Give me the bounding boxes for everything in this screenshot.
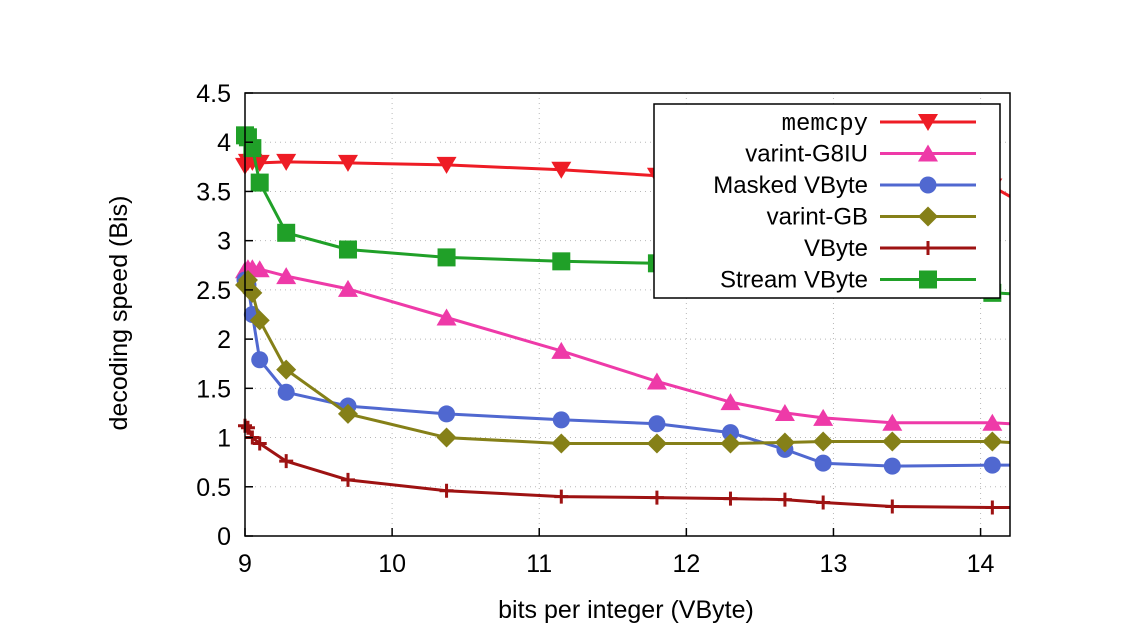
- plot-frame: [244, 92, 1011, 537]
- legend-marker-vbyte: [921, 241, 935, 255]
- data-point-varint-gb: [882, 431, 903, 452]
- legend-label-masked-vbyte: Masked VByte: [713, 172, 868, 199]
- data-point-memcpy: [337, 154, 358, 172]
- data-point-stream-vbyte: [243, 139, 262, 158]
- data-point-masked-vbyte: [251, 351, 269, 369]
- data-point-varint-gb: [242, 282, 263, 303]
- legend-label-vbyte: VByte: [804, 235, 868, 262]
- data-point-varint-gb: [646, 433, 667, 454]
- data-point-varint-gb: [813, 431, 834, 452]
- data-point-varint-gb: [249, 310, 270, 331]
- data-point-masked-vbyte: [552, 411, 570, 429]
- data-point-vbyte: [554, 489, 569, 504]
- x-axis-title: bits per integer (VByte): [498, 596, 754, 624]
- data-point-varint-g8iu: [982, 413, 1003, 431]
- data-point-memcpy: [276, 153, 297, 171]
- y-tick-label: 1: [217, 425, 231, 453]
- data-point-varint-g8iu: [249, 260, 270, 278]
- y-axis-title: decoding speed (Bis): [105, 196, 133, 431]
- data-point-memcpy: [551, 161, 572, 179]
- legend-box: [653, 103, 1001, 299]
- data-point-varint-gb: [982, 431, 1003, 452]
- legend-label-memcpy: memcpy: [782, 111, 868, 138]
- data-point-varint-gb: [774, 432, 795, 453]
- data-point-varint-g8iu: [551, 341, 572, 359]
- y-tick-label: 4: [217, 129, 231, 157]
- data-point-masked-vbyte: [814, 454, 832, 472]
- data-point-varint-g8iu: [276, 267, 297, 285]
- data-point-varint-g8iu: [882, 413, 903, 431]
- data-point-vbyte: [649, 490, 664, 505]
- data-point-varint-g8iu: [337, 279, 358, 297]
- legend-marker-stream-vbyte: [919, 270, 937, 289]
- data-point-vbyte: [340, 472, 355, 487]
- x-tick-label: 11: [526, 550, 552, 578]
- data-point-varint-g8iu: [774, 403, 795, 421]
- data-point-masked-vbyte: [883, 457, 901, 475]
- y-tick-label: 1.5: [196, 375, 231, 403]
- x-tick-label: 9: [238, 550, 252, 578]
- legend-label-stream-vbyte: Stream VByte: [720, 267, 868, 294]
- data-point-stream-vbyte: [277, 223, 296, 242]
- data-point-stream-vbyte: [338, 240, 357, 259]
- data-point-varint-g8iu: [720, 393, 741, 411]
- x-tick-label: 14: [967, 550, 995, 578]
- data-point-vbyte: [885, 499, 900, 514]
- legend-marker-varint-g8iu: [918, 144, 938, 162]
- data-point-varint-g8iu: [646, 372, 667, 390]
- x-tick-label: 13: [820, 550, 848, 578]
- legend-marker-varint-gb: [918, 206, 938, 227]
- y-tick-label: 0: [217, 523, 231, 551]
- x-tick-label: 10: [378, 550, 406, 578]
- y-tick-label: 2.5: [196, 277, 231, 305]
- data-point-stream-vbyte: [552, 252, 571, 271]
- data-point-varint-gb: [720, 433, 741, 454]
- legend-label-varint-gb: varint-GB: [767, 204, 868, 231]
- data-point-masked-vbyte: [983, 456, 1001, 474]
- legend: memcpy varint-G8IU Masked VByte varint-GB VB…: [653, 103, 1001, 299]
- data-point-memcpy: [436, 156, 457, 174]
- data-point-masked-vbyte: [648, 415, 666, 433]
- data-point-varint-g8iu: [436, 308, 457, 326]
- data-point-varint-g8iu: [813, 408, 834, 426]
- data-point-vbyte: [240, 420, 255, 435]
- data-point-vbyte: [279, 454, 294, 469]
- data-point-varint-gb: [276, 359, 297, 380]
- data-point-vbyte: [439, 483, 454, 498]
- data-point-varint-gb: [337, 403, 358, 424]
- data-point-vbyte: [777, 492, 792, 507]
- y-tick-label: 3: [217, 228, 231, 256]
- x-tick-label: 12: [672, 550, 700, 578]
- data-point-vbyte: [985, 500, 1000, 515]
- series-varint-gb: [235, 270, 1010, 454]
- legend-marker-masked-vbyte: [919, 176, 937, 194]
- data-point-varint-gb: [436, 427, 457, 448]
- data-point-varint-gb: [237, 270, 258, 291]
- y-tick-label: 2: [217, 326, 231, 354]
- y-tick-label: 3.5: [196, 178, 231, 206]
- data-point-masked-vbyte: [438, 405, 456, 423]
- data-point-vbyte: [816, 495, 831, 510]
- data-point-masked-vbyte: [721, 424, 739, 442]
- y-tick-label: 4.5: [196, 80, 231, 108]
- axes: 0 0.5 1 1.5 2 2.5 3 3.5 4 4.5 9 10 11 12 13 14: [196, 80, 994, 578]
- legend-marker-memcpy: [918, 114, 938, 131]
- y-tick-label: 0.5: [196, 474, 231, 502]
- data-point-stream-vbyte: [437, 248, 456, 267]
- data-point-stream-vbyte: [250, 173, 269, 192]
- data-point-varint-gb: [551, 433, 572, 454]
- data-point-vbyte: [252, 436, 267, 451]
- data-point-vbyte: [723, 491, 738, 506]
- data-point-masked-vbyte: [277, 383, 295, 401]
- legend-label-varint-g8iu: varint-G8IU: [745, 141, 868, 168]
- series-vbyte: [238, 418, 1010, 515]
